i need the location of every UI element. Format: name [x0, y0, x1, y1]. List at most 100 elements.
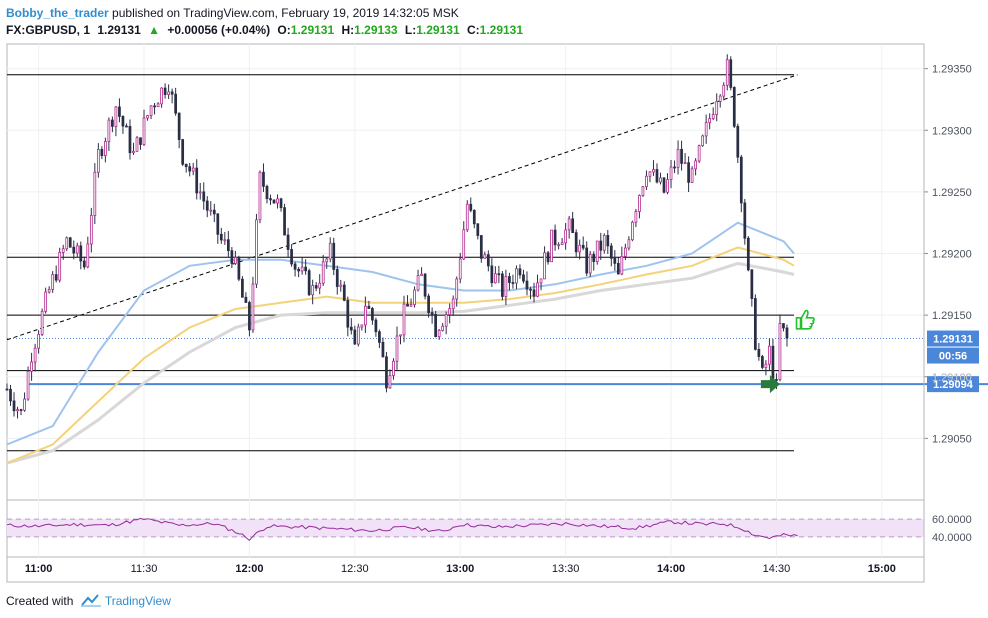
last-price: 1.29131: [97, 23, 141, 37]
candle-body: [251, 283, 255, 331]
candle-body: [694, 160, 697, 170]
candle-body: [16, 409, 19, 412]
price-change: +0.00056 (+0.04%): [167, 23, 271, 37]
candle-body: [307, 270, 311, 296]
candle-body: [234, 257, 237, 264]
candle-body: [430, 312, 434, 315]
candle-body: [722, 84, 726, 97]
candle-body: [198, 191, 202, 194]
candles: [5, 54, 789, 419]
candle-body: [683, 162, 687, 165]
candle-body: [191, 167, 195, 172]
candle-body: [560, 242, 564, 246]
candle-body: [163, 87, 167, 95]
price-tick-label: 1.29200: [932, 249, 972, 261]
price-tick-label: 1.29300: [932, 125, 972, 137]
candle-body: [416, 275, 420, 291]
close-value: 1.29131: [479, 23, 524, 37]
candle-body: [188, 166, 192, 172]
time-tick-label: 14:00: [657, 563, 685, 575]
rsi-tick-label: 60.0000: [932, 514, 972, 526]
author-name[interactable]: Bobby_the_trader: [6, 6, 109, 20]
candle-body: [729, 59, 733, 88]
candle-body: [367, 305, 371, 309]
candle-body: [342, 284, 346, 301]
candle-body: [638, 195, 641, 212]
candle-body: [497, 273, 501, 276]
candle-body: [413, 289, 416, 305]
candle-body: [54, 274, 58, 281]
trend-line[interactable]: [6, 74, 798, 341]
candle-body: [743, 202, 747, 239]
candle-body: [26, 370, 30, 400]
chart-frame: [6, 43, 925, 583]
footer-credit[interactable]: Created with TradingView: [6, 593, 171, 609]
candle-body: [237, 257, 241, 280]
candle-body: [19, 409, 23, 411]
candle-body: [504, 276, 508, 297]
candle-body: [128, 126, 132, 154]
high-value: 1.29133: [354, 23, 398, 37]
price-tick-label: 1.29350: [932, 64, 972, 76]
candle-body: [279, 198, 283, 209]
axes: 1.29050 1.29100 1.29150 1.29200 1.29250 1.293…: [25, 44, 979, 582]
thumbs-up-icon[interactable]: [795, 309, 815, 330]
time-tick-label: 13:00: [446, 563, 474, 575]
candle-body: [761, 356, 764, 368]
candle-body: [680, 148, 683, 164]
time-tick-label: 11:30: [131, 563, 158, 575]
candle-body: [385, 356, 388, 389]
candle-body: [184, 163, 188, 168]
ohlc-legend: FX:GBPUSD, 1 1.29131 ▲ +0.00056 (+0.04%)…: [6, 22, 523, 38]
candle-body: [40, 310, 44, 335]
candle-body: [585, 247, 589, 274]
price-tick-label: 1.29050: [932, 433, 972, 445]
candle-body: [65, 237, 69, 250]
support-price-label-bg: [927, 376, 979, 393]
candle-body: [588, 253, 592, 274]
candle-body: [269, 198, 272, 201]
candle-body: [12, 400, 16, 412]
candle-body: [132, 150, 135, 154]
candle-body: [659, 177, 662, 183]
candle-body: [599, 240, 603, 251]
arrow-right-icon[interactable]: [760, 375, 780, 394]
candle-body: [511, 282, 515, 284]
candle-body: [399, 334, 402, 337]
candle-body: [455, 278, 459, 300]
candle-body: [739, 156, 743, 204]
tradingview-brand[interactable]: TradingView: [104, 594, 171, 608]
candle-body: [613, 257, 617, 264]
candle-body: [96, 149, 100, 173]
candle-body: [374, 319, 378, 333]
time-tick-label: 12:30: [341, 563, 369, 575]
candle-body: [592, 253, 596, 262]
annotations[interactable]: [760, 309, 815, 394]
candle-body: [434, 314, 438, 337]
candle-body: [595, 240, 599, 262]
candle-body: [708, 118, 712, 124]
candle-body: [177, 112, 181, 140]
candle-body: [778, 323, 782, 380]
candle-body: [732, 87, 736, 127]
candle-body: [314, 285, 318, 289]
symbol-label[interactable]: FX:GBPUSD, 1: [6, 23, 91, 37]
candle-body: [75, 245, 79, 254]
candle-body: [427, 295, 430, 314]
candle-body: [388, 375, 392, 389]
candle-body: [100, 149, 104, 157]
candle-body: [118, 106, 121, 117]
candle-body: [255, 219, 258, 285]
candle-body: [448, 308, 452, 316]
candle-body: [170, 91, 174, 95]
candle-body: [114, 106, 118, 127]
candle-body: [356, 326, 360, 345]
candle-body: [72, 246, 76, 254]
candle-body: [290, 249, 293, 265]
candle-body: [328, 242, 332, 260]
candle-body: [209, 209, 213, 212]
horizontal-levels[interactable]: [7, 74, 988, 452]
candle-body: [539, 278, 543, 284]
candle-body: [673, 166, 676, 169]
